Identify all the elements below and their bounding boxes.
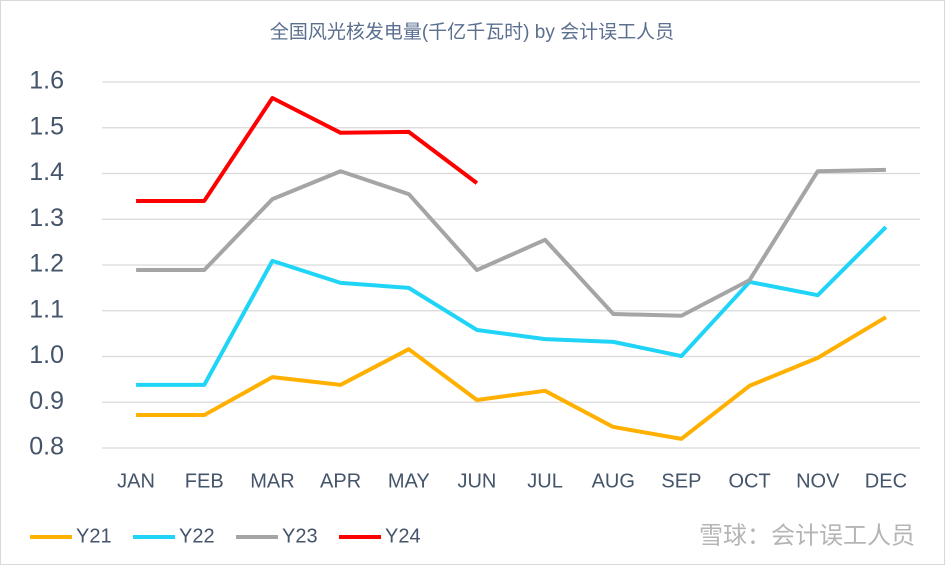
x-tick-label: AUG bbox=[592, 470, 635, 492]
y-tick-label: 1.2 bbox=[29, 250, 64, 278]
x-tick-label: DEC bbox=[865, 470, 907, 492]
legend-label: Y22 bbox=[179, 525, 215, 547]
x-tick-label: FEB bbox=[185, 470, 224, 492]
x-tick-label: APR bbox=[320, 470, 361, 492]
x-tick-label: MAR bbox=[250, 470, 294, 492]
chart-title: 全国风光核发电量(千亿千瓦时) by 会计误工人员 bbox=[270, 21, 674, 43]
line-series bbox=[136, 167, 886, 318]
line-series bbox=[136, 315, 887, 441]
x-tick-label: MAY bbox=[388, 470, 430, 492]
legend-label: Y21 bbox=[76, 525, 112, 547]
x-tick-label: JUN bbox=[457, 470, 496, 492]
line-series bbox=[136, 225, 888, 387]
line-series bbox=[136, 96, 479, 203]
x-tick-label: NOV bbox=[796, 470, 840, 492]
x-tick-label: SEP bbox=[661, 470, 701, 492]
y-tick-label: 1.6 bbox=[29, 67, 64, 95]
x-tick-label: OCT bbox=[728, 470, 770, 492]
y-tick-label: 1.3 bbox=[29, 204, 64, 232]
watermark: 雪球：会计误工人员 bbox=[699, 522, 915, 549]
y-tick-label: 0.8 bbox=[29, 433, 64, 461]
y-tick-label: 1.5 bbox=[29, 112, 64, 140]
legend-label: Y24 bbox=[385, 525, 421, 547]
y-tick-label: 1.1 bbox=[29, 295, 64, 323]
x-tick-label: JUL bbox=[527, 470, 563, 492]
x-tick-label: JAN bbox=[117, 470, 155, 492]
y-tick-label: 1.0 bbox=[29, 341, 64, 369]
legend-label: Y23 bbox=[282, 525, 318, 547]
y-tick-label: 0.9 bbox=[29, 387, 64, 415]
y-tick-label: 1.4 bbox=[29, 158, 64, 186]
